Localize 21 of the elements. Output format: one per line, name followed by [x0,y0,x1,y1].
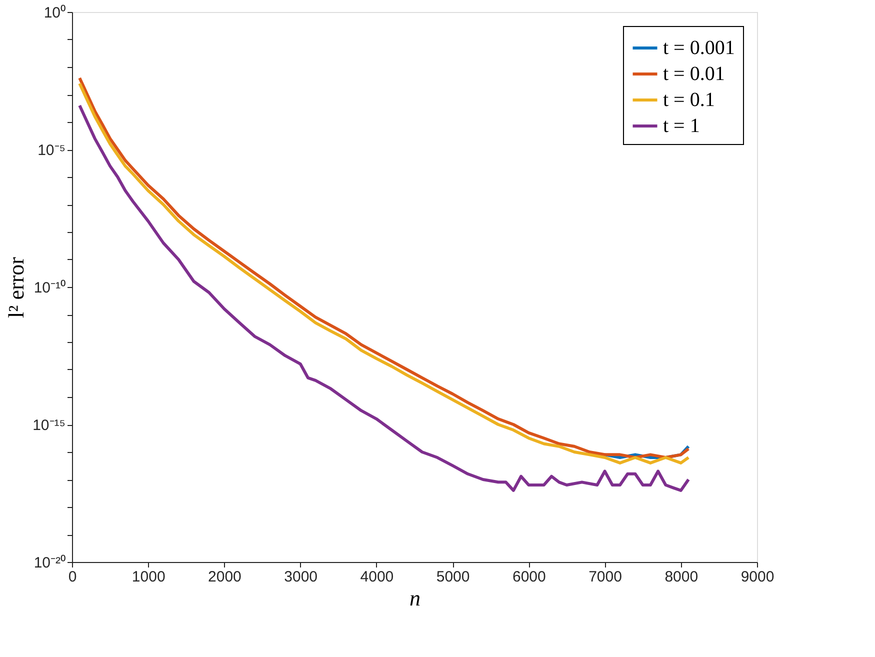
x-tick-label: 9000 [740,568,774,586]
x-tick-label: 7000 [588,568,622,586]
x-tick-label: 0 [68,568,77,586]
y-tick-label: 10⁻¹⁵ [32,417,66,434]
x-tick-label: 4000 [360,568,394,586]
legend-label: t = 0.001 [663,37,735,59]
x-tick-label: 6000 [512,568,546,586]
x-tick-label: 3000 [284,568,318,586]
x-axis-title: n [410,586,420,610]
y-tick-label: 10⁻¹⁰ [34,280,66,296]
legend-label: t = 0.01 [663,63,725,85]
x-tick-label: 2000 [208,568,242,586]
y-axis-title: l² error [4,256,29,318]
legend-label: t = 1 [663,115,700,137]
y-tick-label: 10⁻²⁰ [34,554,66,572]
y-tick-label: 10⁻⁵ [38,142,66,159]
legend-label: t = 0.1 [663,89,715,111]
x-tick-label: 1000 [132,568,166,586]
x-tick-label: 5000 [436,568,470,586]
x-tick-label: 8000 [664,568,698,586]
y-tick-label: 10⁰ [44,4,66,22]
